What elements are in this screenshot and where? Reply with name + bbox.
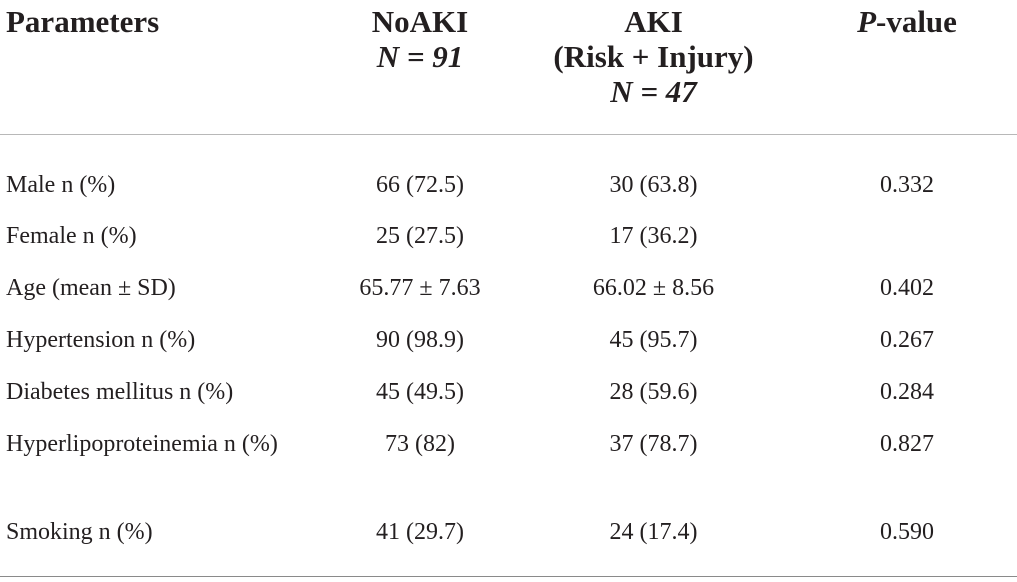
header-aki: AKI (Risk + Injury) N = 47 — [510, 0, 797, 135]
cell-p-value: 0.827 — [880, 431, 934, 457]
table-row: Diabetes mellitus n (%) 45 (49.5) 28 (59… — [0, 378, 1017, 430]
cell-noaki: 25 (27.5) — [376, 223, 464, 249]
header-noaki-title: NoAKI — [371, 4, 469, 39]
header-aki-n: N = 47 — [610, 74, 697, 109]
header-p-italic: P — [857, 4, 876, 39]
cell-aki: 28 (59.6) — [609, 379, 698, 405]
table-row: Female n (%) 25 (27.5) 17 (36.2) — [0, 222, 1017, 274]
cell-aki: 17 (36.2) — [609, 223, 698, 249]
header-aki-sub: (Risk + Injury) — [553, 39, 754, 74]
header-p-rest: -value — [876, 4, 957, 39]
row-label: Age (mean ± SD) — [6, 275, 176, 301]
table-row: Hyperlipoproteinemia n (%) 73 (82) 37 (7… — [0, 430, 1017, 518]
cell-aki: 66.02 ± 8.56 — [592, 275, 715, 301]
cell-p-value: 0.284 — [880, 379, 934, 405]
row-label: Diabetes mellitus n (%) — [6, 379, 234, 405]
table-row: Age (mean ± SD) 65.77 ± 7.63 66.02 ± 8.5… — [0, 274, 1017, 326]
header-noaki-n: N = 91 — [376, 39, 464, 74]
cell-noaki: 66 (72.5) — [376, 171, 464, 198]
row-label: Hyperlipoproteinemia n (%) — [6, 431, 278, 457]
table-row: Smoking n (%) 41 (29.7) 24 (17.4) 0.590 — [0, 518, 1017, 577]
header-aki-title: AKI — [624, 4, 683, 39]
cell-noaki: 73 (82) — [385, 431, 455, 457]
row-label: Hypertension n (%) — [6, 327, 196, 353]
table-row: Male n (%) 66 (72.5) 30 (63.8) 0.332 — [0, 134, 1017, 222]
cell-aki: 37 (78.7) — [609, 431, 698, 457]
header-p-value: P-value — [797, 0, 1017, 135]
cell-noaki: 41 (29.7) — [330, 518, 510, 577]
cell-p-value — [797, 222, 1017, 274]
row-label: Female n (%) — [6, 223, 137, 249]
row-label: Male n (%) — [6, 171, 116, 198]
table-row: Hypertension n (%) 90 (98.9) 45 (95.7) 0… — [0, 326, 1017, 378]
cell-p-value: 0.332 — [880, 171, 934, 198]
cell-p-value: 0.402 — [880, 275, 934, 301]
cell-p-value: 0.590 — [797, 518, 1017, 577]
cell-noaki: 65.77 ± 7.63 — [359, 275, 481, 301]
cell-noaki: 45 (49.5) — [376, 379, 464, 405]
cell-aki: 24 (17.4) — [510, 518, 797, 577]
cell-aki: 45 (95.7) — [609, 327, 698, 353]
header-noaki: NoAKI N = 91 — [330, 0, 510, 135]
header-row: Parameters NoAKI N = 91 AKI (Risk + Inju… — [0, 0, 1017, 135]
cell-aki: 30 (63.8) — [609, 171, 698, 198]
table-header: Parameters NoAKI N = 91 AKI (Risk + Inju… — [0, 0, 1017, 135]
cell-noaki: 90 (98.9) — [376, 327, 464, 353]
table-body: Male n (%) 66 (72.5) 30 (63.8) 0.332 Fem… — [0, 134, 1017, 577]
row-label: Smoking n (%) — [0, 518, 330, 577]
header-parameters-label: Parameters — [6, 4, 160, 39]
header-parameters: Parameters — [0, 0, 330, 135]
cell-p-value: 0.267 — [880, 327, 934, 353]
